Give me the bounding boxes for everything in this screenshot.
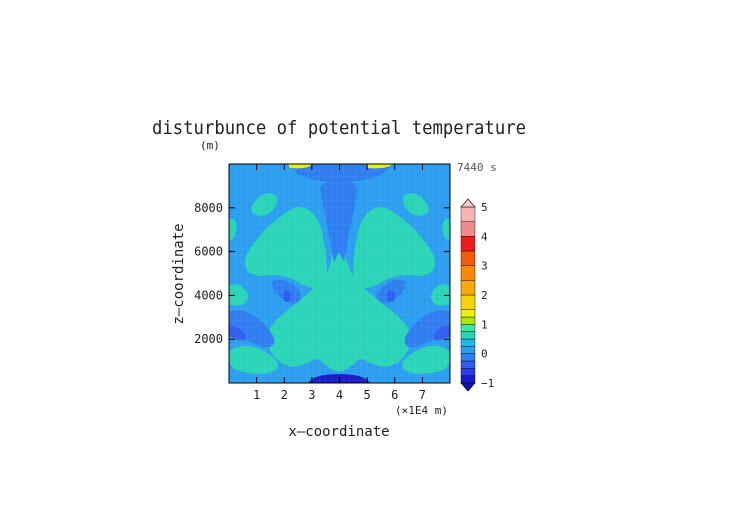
colorbar-segment [460,294,476,310]
plot-area [229,164,450,383]
colorbar-segment [460,309,476,318]
colorbar-label: 2 [481,289,488,302]
y-tick-label: 8000 [194,201,223,215]
x-axis-label: x—coordinate [288,424,389,440]
y-tick-label: 6000 [194,245,223,259]
colorbar-segment [460,324,476,332]
y-tick-label: 4000 [194,288,223,302]
axes: 1 2 3 4 5 6 7 2000 4000 6000 8000 [194,164,450,402]
y-axis-label: z—coordinate [171,223,187,324]
colorbar-segment [460,375,476,384]
x-tick-label: 4 [336,388,343,402]
colorbar-label: 3 [481,260,488,273]
y-unit-label: (m) [200,139,220,152]
colorbar-segment [460,206,476,222]
colorbar-segment [460,331,476,340]
x-tick-label: 7 [419,388,426,402]
colorbar-segment [460,280,476,296]
colorbar: 5 4 3 2 1 0 −1 [460,198,494,392]
colorbar-segment [460,360,476,369]
colorbar-label: −1 [481,377,494,390]
colorbar-segment [460,368,476,376]
x-tick-label: 1 [253,388,260,402]
x-tick-label: 2 [281,388,288,402]
colorbar-segment [460,338,476,347]
colorbar-segment [460,346,476,354]
colorbar-segment [460,265,476,281]
time-label: 7440 s [457,161,497,174]
x-tick-label: 3 [308,388,315,402]
x-tick-label: 5 [364,388,371,402]
colorbar-over-triangle [460,198,476,208]
colorbar-label: 0 [481,348,488,361]
grid-overlay [229,164,450,383]
x-unit-label: (×1E4 m) [395,404,448,417]
colorbar-segment [460,316,476,325]
colorbar-label: 4 [481,230,488,243]
colorbar-label: 1 [481,318,488,331]
colorbar-segment [460,353,476,362]
x-tick-label: 6 [391,388,398,402]
colorbar-segment [460,236,476,252]
colorbar-label: 5 [481,201,488,214]
y-tick-label: 2000 [194,332,223,346]
colorbar-segment [460,250,476,266]
chart-title: disturbunce of potential temperature [152,117,526,139]
colorbar-segment [460,221,476,237]
colorbar-under-triangle [460,382,476,392]
